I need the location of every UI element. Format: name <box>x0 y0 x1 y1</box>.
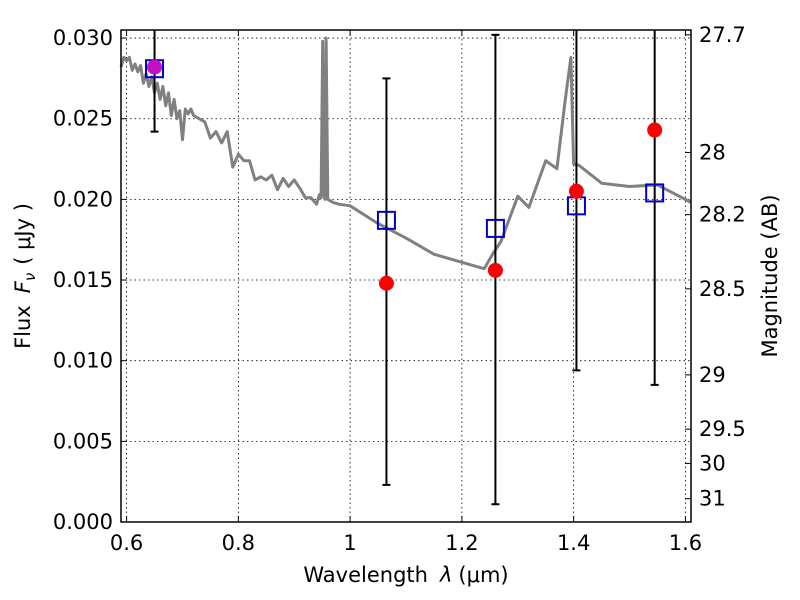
x-axis-label: Wavelength λ (μm) <box>303 563 508 587</box>
observed-flux-point <box>487 262 503 278</box>
x-tick-label: 1.4 <box>557 531 590 555</box>
y-tick-label: 0.005 <box>53 429 113 453</box>
observed-flux-point <box>568 183 584 199</box>
model-spectrum-line <box>119 36 692 271</box>
axis-ticks: 0.6 0.8 1 1.2 1.4 1.6 0.000 0.005 0.010 0.015 0.02… <box>53 23 746 555</box>
y2-tick-label: 28 <box>699 140 726 164</box>
y2-axis-label: Magnitude (AB) <box>758 194 782 357</box>
y2-tick-label: 28.5 <box>699 277 746 301</box>
data-series <box>119 30 692 506</box>
y2-tick-label: 30 <box>699 451 726 475</box>
y2-tick-label: 28.2 <box>699 203 746 227</box>
y2-tick-label: 29.5 <box>699 417 746 441</box>
y-tick-label: 0.030 <box>53 26 113 50</box>
y-tick-label: 0.000 <box>53 510 113 534</box>
observed-flux-point <box>647 122 663 138</box>
y-tick-label: 0.020 <box>53 187 113 211</box>
observed-flux-point <box>378 275 394 291</box>
y2-tick-label: 31 <box>699 487 726 511</box>
observed-flux-point <box>147 59 163 75</box>
plot-frame <box>120 29 692 523</box>
x-tick-label: 1 <box>343 531 356 555</box>
x-tick-label: 0.8 <box>222 531 255 555</box>
y2-tick-label: 29 <box>699 363 726 387</box>
plot-background <box>121 30 691 522</box>
x-tick-label: 1.2 <box>445 531 478 555</box>
model-photometry-square <box>485 218 505 238</box>
model-photometry-square <box>376 210 396 230</box>
x-tick-label: 0.6 <box>110 531 143 555</box>
y-tick-label: 0.025 <box>53 107 113 131</box>
model-photometry-square <box>645 183 665 203</box>
y-tick-label: 0.015 <box>53 268 113 292</box>
y-tick-label: 0.010 <box>53 349 113 373</box>
y2-tick-label: 27.7 <box>699 23 746 47</box>
y-axis-label: FluxFν( μJy ) <box>11 203 39 349</box>
x-tick-label: 1.6 <box>669 531 702 555</box>
